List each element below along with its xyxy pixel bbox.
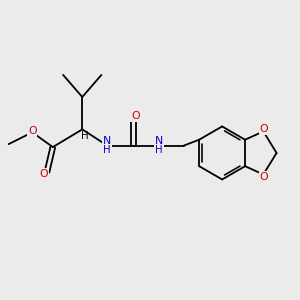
Text: O: O <box>131 111 140 121</box>
Text: N: N <box>103 136 111 146</box>
Text: O: O <box>260 124 268 134</box>
Text: O: O <box>28 126 37 136</box>
Text: H: H <box>103 145 111 155</box>
Text: O: O <box>260 172 268 182</box>
Text: H: H <box>81 131 88 141</box>
Text: O: O <box>39 169 48 178</box>
Text: H: H <box>155 145 163 155</box>
Text: N: N <box>155 136 163 146</box>
